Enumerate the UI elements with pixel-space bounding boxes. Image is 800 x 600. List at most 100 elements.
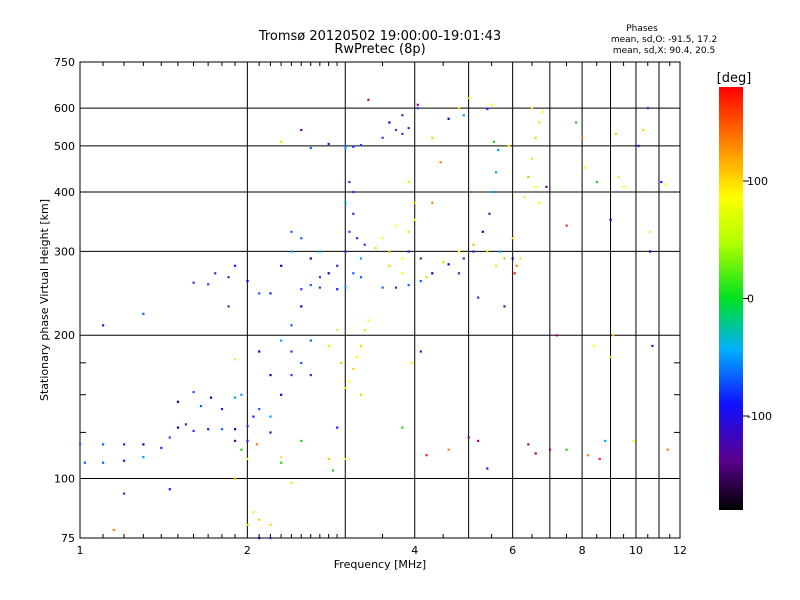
x-tick-label: 4	[411, 544, 418, 557]
data-point	[290, 350, 293, 353]
y-axis-label: Stationary phase Virtual Height [km]	[38, 199, 51, 401]
data-point	[486, 467, 489, 470]
chart-subtitle: RwPretec (8p)	[334, 42, 425, 57]
data-point	[545, 185, 548, 188]
y-tick-labels: 75 100 200 300 400 500 600 750	[54, 56, 75, 545]
data-point	[511, 237, 514, 240]
data-point	[352, 212, 355, 215]
data-point	[184, 423, 187, 426]
y-tick-label: 750	[54, 56, 75, 69]
data-point	[534, 185, 537, 188]
data-point	[280, 140, 283, 143]
x-tick-label: 2	[244, 544, 251, 557]
data-point	[541, 110, 545, 113]
data-point	[280, 456, 283, 459]
data-point	[584, 166, 587, 169]
data-point	[407, 127, 410, 130]
data-point	[401, 132, 404, 135]
data-point	[388, 250, 391, 253]
data-point	[495, 171, 498, 174]
data-point	[565, 224, 568, 227]
data-point	[246, 439, 249, 442]
data-point	[300, 237, 303, 240]
data-point	[280, 393, 283, 396]
data-point	[300, 439, 303, 442]
data-point	[192, 281, 195, 284]
data-point	[447, 117, 450, 120]
data-point	[555, 334, 558, 337]
data-point	[344, 144, 347, 147]
data-point	[538, 201, 541, 204]
data-point	[336, 264, 339, 267]
data-point	[488, 212, 491, 215]
data-point	[344, 250, 347, 253]
data-point	[527, 176, 530, 179]
data-point	[234, 396, 237, 399]
data-point	[359, 144, 363, 147]
data-point	[280, 339, 283, 342]
data-point	[651, 344, 654, 347]
data-point	[447, 263, 450, 266]
data-point	[646, 107, 649, 110]
data-point	[258, 292, 261, 295]
data-point	[457, 250, 460, 253]
data-point	[467, 97, 470, 100]
data-point	[431, 201, 434, 204]
data-point	[220, 408, 224, 411]
data-point	[548, 448, 552, 451]
data-point	[401, 272, 404, 275]
data-point	[344, 201, 347, 204]
data-point	[112, 528, 115, 532]
data-point	[664, 183, 667, 186]
data-point	[486, 250, 489, 253]
data-point	[632, 439, 635, 442]
data-point	[192, 391, 195, 394]
data-point	[431, 136, 434, 139]
data-point	[598, 457, 601, 460]
data-point	[587, 454, 590, 457]
data-point	[102, 324, 105, 327]
x-tick-label: 6	[509, 544, 516, 557]
data-point	[617, 176, 620, 179]
data-point	[622, 185, 625, 188]
data-point	[649, 250, 652, 253]
data-point	[457, 107, 460, 110]
data-point	[413, 218, 416, 221]
data-point	[439, 161, 442, 164]
data-point	[503, 305, 506, 308]
data-point	[209, 396, 213, 399]
data-point	[394, 224, 398, 227]
data-point	[234, 477, 237, 480]
data-point	[352, 272, 355, 275]
data-point	[309, 257, 312, 260]
x-tick-label: 8	[579, 544, 586, 557]
data-point	[490, 103, 493, 106]
data-point	[609, 356, 612, 359]
data-point	[269, 415, 272, 418]
data-point	[318, 286, 321, 289]
data-point	[327, 457, 330, 460]
data-point	[519, 257, 522, 260]
data-point	[511, 257, 514, 260]
data-point	[495, 264, 498, 267]
data-point	[513, 272, 516, 275]
data-point	[666, 448, 669, 451]
data-point	[234, 358, 237, 361]
data-point	[447, 448, 450, 451]
y-tick-label: 75	[61, 532, 75, 545]
data-point	[531, 157, 534, 160]
data-point	[486, 107, 489, 110]
data-point	[595, 180, 598, 184]
data-point	[300, 361, 303, 364]
data-point	[401, 114, 404, 117]
data-point	[290, 481, 293, 484]
data-point	[83, 461, 86, 464]
data-point	[207, 428, 210, 431]
data-point	[280, 264, 283, 267]
data-point	[318, 250, 321, 253]
data-point	[401, 426, 404, 429]
data-point	[336, 426, 339, 429]
data-point	[527, 443, 530, 446]
data-point	[388, 264, 391, 267]
data-point	[123, 443, 126, 446]
